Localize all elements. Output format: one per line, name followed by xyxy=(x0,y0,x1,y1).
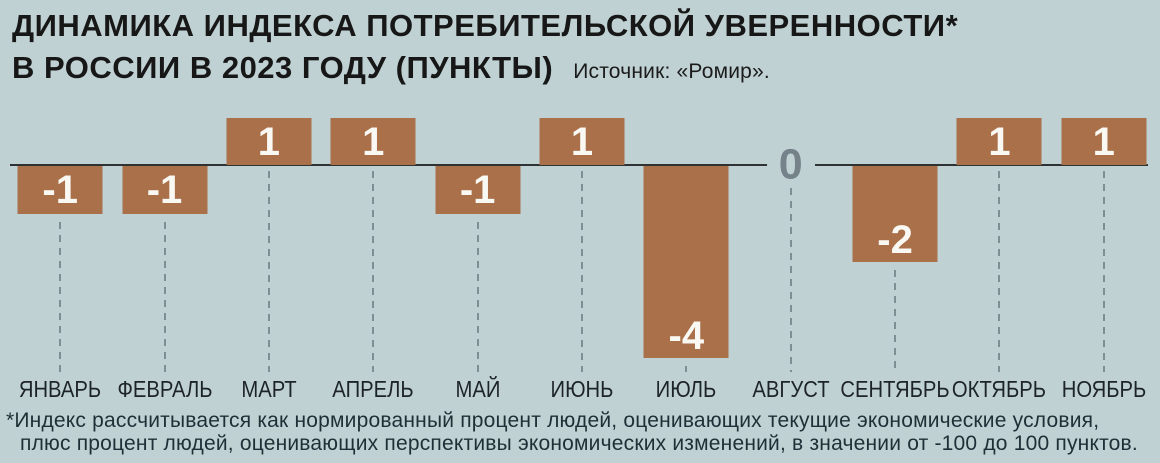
bar-chart: -1 ЯНВАРЬ -1 ФЕВРАЛЬ 1 МАРТ 1 АПРЕЛЬ -1 МАЙ 1 ИЮНЬ -… xyxy=(8,100,1156,402)
footnote: *Индекс рассчитывается как нормированный… xyxy=(6,409,1156,455)
month-label: АПРЕЛЬ xyxy=(332,376,414,402)
month-label: ОКТЯБРЬ xyxy=(952,376,1047,402)
bar-column-сентябрь: -2 СЕНТЯБРЬ xyxy=(840,100,950,402)
footnote-line1: *Индекс рассчитывается как нормированный… xyxy=(6,409,1100,432)
footnote-line2: плюс процент людей, оценивающих перспект… xyxy=(20,432,1138,455)
bar-value-label: 1 xyxy=(1092,119,1115,164)
bar-value-label: -1 xyxy=(459,168,496,212)
bar: -1 xyxy=(17,166,103,214)
month-label: ИЮНЬ xyxy=(550,376,614,402)
bar-column-июль: -4 ИЮЛЬ xyxy=(634,100,738,402)
month-label: ИЮЛЬ xyxy=(656,376,717,402)
bar: -1 xyxy=(122,166,208,214)
dashed-guide-line xyxy=(998,171,1001,372)
dashed-guide-line xyxy=(372,171,375,372)
bar-value-label: -1 xyxy=(42,168,78,212)
bar-column-март: 1 МАРТ xyxy=(217,100,321,402)
source-label: Источник: «Ромир». xyxy=(573,60,770,83)
month-label: СЕНТЯБРЬ xyxy=(840,376,950,402)
dashed-guide-line xyxy=(476,222,479,372)
bar-column-май: -1 МАЙ xyxy=(425,100,529,402)
bar-column-ноябрь: 1 НОЯБРЬ xyxy=(1052,100,1156,402)
zero-value-label: 0 xyxy=(766,143,815,187)
month-label: МАЙ xyxy=(455,376,501,402)
chart-title-line1: ДИНАМИКА ИНДЕКСА ПОТРЕБИТЕЛЬСКОЙ УВЕРЕНН… xyxy=(12,8,959,43)
dashed-guide-line xyxy=(789,188,792,372)
bar-value-label: 1 xyxy=(257,119,281,164)
month-label: МАРТ xyxy=(241,376,297,402)
dashed-guide-line xyxy=(163,222,166,372)
zero-axis-line xyxy=(10,164,1148,166)
bar-column-январь: -1 ЯНВАРЬ xyxy=(8,100,112,402)
bar: 1 xyxy=(956,118,1042,165)
bar: -1 xyxy=(435,166,521,214)
bar-value-label: -4 xyxy=(668,314,705,358)
bar: -2 xyxy=(852,166,938,262)
bar-value-label: -2 xyxy=(877,218,913,262)
dashed-guide-line xyxy=(685,366,688,372)
month-label: НОЯБРЬ xyxy=(1061,376,1147,402)
chart-header: ДИНАМИКА ИНДЕКСА ПОТРЕБИТЕЛЬСКОЙ УВЕРЕНН… xyxy=(12,5,958,89)
bar: 1 xyxy=(1061,118,1147,165)
dashed-guide-line xyxy=(894,270,897,372)
dashed-guide-line xyxy=(580,171,583,372)
bar-value-label: 1 xyxy=(362,119,385,164)
bar-value-label: -1 xyxy=(146,168,183,212)
bar-value-label: 1 xyxy=(570,119,594,164)
month-label: ФЕВРАЛЬ xyxy=(117,376,213,402)
bar-column-февраль: -1 ФЕВРАЛЬ xyxy=(112,100,216,402)
chart-title-row2: В РОССИИ В 2023 ГОДУ (ПУНКТЫ) Источник: … xyxy=(12,47,958,89)
chart-title-line2: В РОССИИ В 2023 ГОДУ (ПУНКТЫ) xyxy=(12,50,554,85)
bar: 1 xyxy=(330,118,416,165)
bar-column-апрель: 1 АПРЕЛЬ xyxy=(321,100,425,402)
month-label: ЯНВАРЬ xyxy=(18,376,102,402)
bar: 1 xyxy=(226,118,312,165)
dashed-guide-line xyxy=(1102,171,1105,372)
bar: 1 xyxy=(539,118,625,165)
bar-value-label: 1 xyxy=(988,119,1011,164)
month-label: АВГУСТ xyxy=(752,376,830,402)
bar-column-август: 0 АВГУСТ xyxy=(739,100,843,402)
dashed-guide-line xyxy=(59,222,62,372)
dashed-guide-line xyxy=(267,171,270,372)
bar-column-октябрь: 1 ОКТЯБРЬ xyxy=(947,100,1051,402)
bar: -4 xyxy=(643,166,729,358)
bar-column-июнь: 1 ИЮНЬ xyxy=(530,100,634,402)
